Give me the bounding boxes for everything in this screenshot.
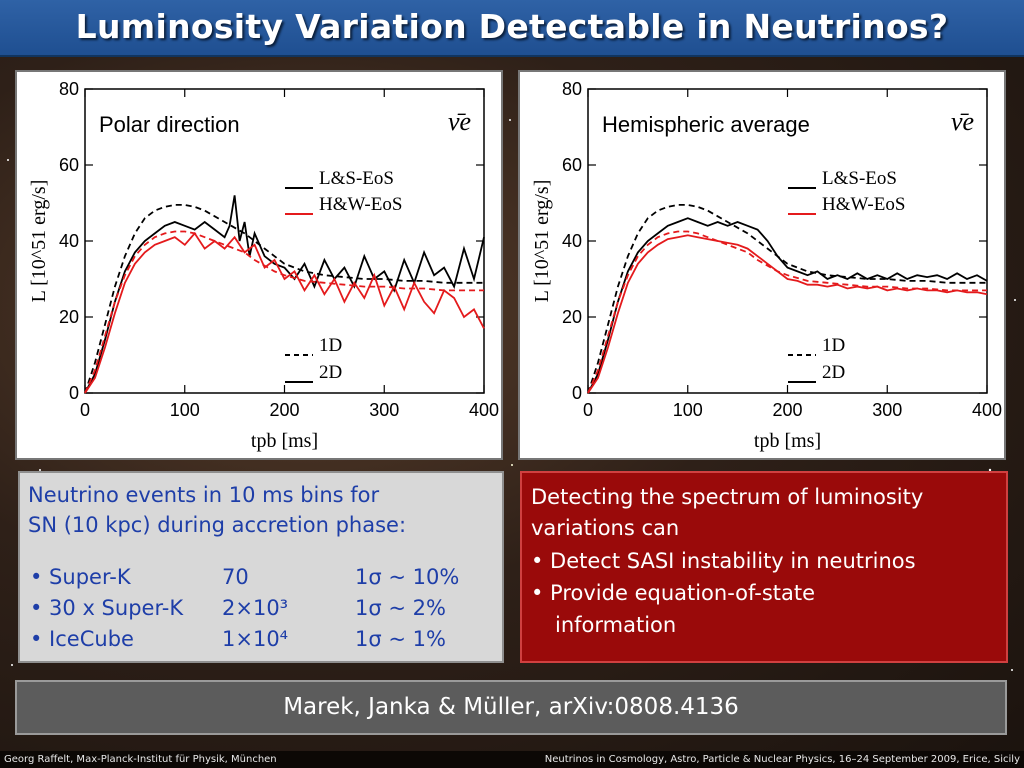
- series-line: [84, 204, 484, 394]
- x-tick-label: 400: [469, 400, 499, 420]
- hemispheric-average-plot: 0 100 200 300 400 0 20 40 60 80 Hemispheric averag…: [518, 70, 1006, 460]
- detector-name: • Super-K: [30, 565, 131, 589]
- detector-significance: 1σ ~ 10%: [355, 565, 460, 589]
- detector-significance: 1σ ~ 2%: [355, 596, 446, 620]
- reference-bar: Marek, Janka & Müller, arXiv:0808.4136: [15, 680, 1007, 735]
- y-tick-label: 0: [572, 383, 582, 403]
- conclusion-bullet-eos-cont: information: [555, 613, 677, 637]
- series-line: [587, 230, 987, 394]
- series-line: [587, 217, 988, 394]
- series-line: [84, 230, 484, 394]
- legend-label: H&W-EoS: [822, 194, 905, 215]
- slide-title: Luminosity Variation Detectable in Neutr…: [75, 7, 949, 46]
- y-tick-label: 80: [562, 79, 582, 99]
- panel-label: Hemispheric average: [602, 112, 810, 137]
- conclusion-box: Detecting the spectrum of luminosity var…: [520, 471, 1008, 663]
- series-line: [84, 195, 485, 394]
- x-tick-label: 100: [170, 400, 200, 420]
- y-axis-label: L [10^51 erg/s]: [28, 180, 50, 303]
- x-axis-label: tpb [ms]: [754, 430, 821, 452]
- detector-name: • 30 x Super-K: [30, 596, 184, 620]
- flavor-label: ν̄e: [951, 107, 974, 136]
- legend-label: 2D: [319, 362, 342, 383]
- y-tick-label: 40: [562, 231, 582, 251]
- y-tick-label: 80: [59, 79, 79, 99]
- y-tick-label: 60: [59, 155, 79, 175]
- event-rate-box: Neutrino events in 10 ms bins for SN (10…: [18, 471, 504, 663]
- conclusion-bullet-sasi: • Detect SASI instability in neutrinos: [531, 549, 916, 573]
- detector-events: 2×10³: [222, 596, 289, 620]
- x-tick-label: 0: [583, 400, 593, 420]
- x-tick-label: 0: [80, 400, 90, 420]
- x-tick-label: 300: [369, 400, 399, 420]
- x-tick-label: 300: [872, 400, 902, 420]
- legend-label: 1D: [319, 335, 342, 356]
- legend-label: H&W-EoS: [319, 194, 402, 215]
- conclusion-bullet-eos: • Provide equation-of-state: [531, 581, 816, 605]
- detector-events: 70: [222, 565, 249, 589]
- y-tick-label: 40: [59, 231, 79, 251]
- event-rate-heading-1: Neutrino events in 10 ms bins for: [28, 483, 380, 507]
- footer: Georg Raffelt, Max-Planck-Institut für P…: [0, 751, 1024, 768]
- x-tick-label: 100: [673, 400, 703, 420]
- conclusion-line-1: Detecting the spectrum of luminosity: [531, 485, 924, 509]
- legend-label: 2D: [822, 362, 845, 383]
- detector-significance: 1σ ~ 1%: [355, 627, 446, 651]
- footer-author: Georg Raffelt, Max-Planck-Institut für P…: [4, 754, 277, 765]
- conclusion-line-2: variations can: [531, 516, 680, 540]
- legend-label: L&S-EoS: [319, 168, 394, 189]
- series-line: [587, 204, 987, 394]
- legend-label: 1D: [822, 335, 845, 356]
- panel-label: Polar direction: [99, 112, 240, 137]
- y-tick-label: 20: [59, 307, 79, 327]
- polar-direction-plot: 0 100 200 300 400 0 20 40 60 80 Polar direction ν̄e…: [15, 70, 503, 460]
- flavor-label: ν̄e: [448, 107, 471, 136]
- x-tick-label: 200: [269, 400, 299, 420]
- y-axis-label: L [10^51 erg/s]: [531, 180, 553, 303]
- detector-name: • IceCube: [30, 627, 134, 651]
- detector-events: 1×10⁴: [222, 627, 289, 651]
- hemispheric-average-chart: 0 100 200 300 400 0 20 40 60 80 Hemispheric averag…: [531, 79, 1002, 452]
- x-tick-label: 200: [772, 400, 802, 420]
- legend-label: L&S-EoS: [822, 168, 897, 189]
- y-tick-label: 60: [562, 155, 582, 175]
- reference-citation: Marek, Janka & Müller, arXiv:0808.4136: [283, 694, 739, 720]
- polar-direction-chart: 0 100 200 300 400 0 20 40 60 80 Polar direction ν̄e…: [28, 79, 499, 452]
- y-tick-label: 20: [562, 307, 582, 327]
- event-rate-heading-2: SN (10 kpc) during accretion phase:: [28, 513, 407, 537]
- footer-event: Neutrinos in Cosmology, Astro, Particle …: [544, 754, 1020, 765]
- x-tick-label: 400: [972, 400, 1002, 420]
- series-line: [84, 231, 485, 394]
- title-bar: Luminosity Variation Detectable in Neutr…: [0, 0, 1024, 57]
- series-line: [587, 234, 988, 394]
- y-tick-label: 0: [69, 383, 79, 403]
- x-axis-label: tpb [ms]: [251, 430, 318, 452]
